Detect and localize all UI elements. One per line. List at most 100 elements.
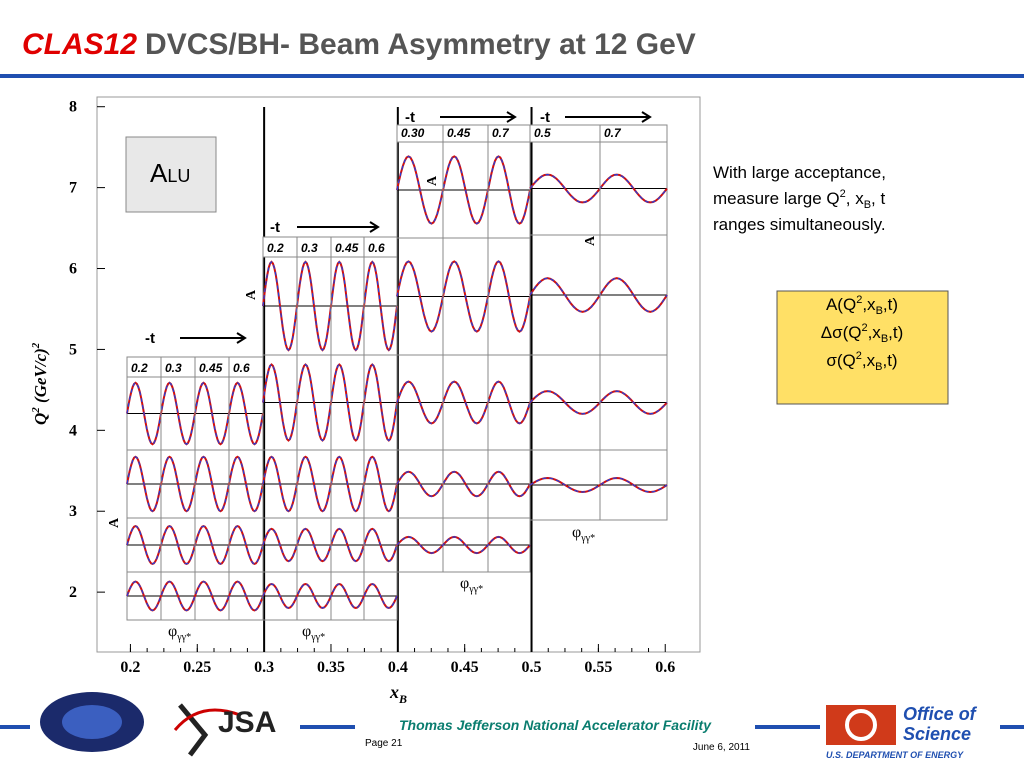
asym-model bbox=[126, 382, 264, 445]
asym-model bbox=[262, 363, 398, 442]
y-tick-label: 4 bbox=[69, 422, 77, 439]
t-arrow bbox=[440, 111, 517, 123]
jsa-mark bbox=[178, 703, 209, 757]
asym-label: A bbox=[244, 289, 259, 300]
phi-sub: γγ* bbox=[580, 533, 595, 544]
slide-title: CLAS12 DVCS/BH- Beam Asymmetry at 12 GeV bbox=[22, 28, 696, 61]
formula-part: ,x bbox=[862, 295, 876, 314]
alu-label: ALU bbox=[150, 158, 190, 188]
note-part: measure large Q bbox=[713, 189, 840, 208]
title-rule bbox=[0, 74, 1024, 78]
note-line: measure large Q2, xB, t bbox=[713, 188, 885, 211]
title-text: DVCS/BH- Beam Asymmetry at 12 GeV bbox=[145, 28, 696, 61]
note-part: , x bbox=[846, 189, 864, 208]
t-bin-label: 0.6 bbox=[368, 241, 385, 255]
phi-label: φγγ* bbox=[302, 623, 325, 643]
formula-part: ,t) bbox=[888, 323, 903, 342]
asym-model bbox=[262, 583, 398, 609]
t-bin-label: 0.45 bbox=[335, 241, 359, 255]
t-bin-label: 0.6 bbox=[233, 361, 250, 375]
phi-main: φ bbox=[460, 575, 469, 592]
phi-label: φγγ* bbox=[572, 524, 595, 544]
y-tick-label: 6 bbox=[69, 261, 77, 278]
x-tick-label: 0.5 bbox=[522, 659, 542, 676]
t-label: -t bbox=[540, 109, 550, 126]
asym-model bbox=[529, 477, 668, 493]
formula-sup: 2 bbox=[856, 350, 862, 362]
y-tick-label: 5 bbox=[69, 341, 77, 358]
title-highlight: CLAS12 bbox=[22, 28, 137, 61]
phi-main: φ bbox=[168, 623, 177, 640]
footer-rule bbox=[755, 725, 820, 729]
formula-box bbox=[776, 290, 949, 405]
asym-model bbox=[396, 260, 531, 333]
y-tick-label: 2 bbox=[69, 584, 77, 601]
x-tick-label: 0.25 bbox=[183, 659, 211, 676]
t-bin-label: 0.45 bbox=[199, 361, 223, 375]
t-arrow bbox=[297, 221, 380, 233]
t-bin-label: 0.7 bbox=[604, 126, 622, 140]
t-bin-label: 0.3 bbox=[301, 241, 318, 255]
y-axis-title-unit: (GeV/c) bbox=[31, 348, 50, 407]
x-axis-title-sub: B bbox=[398, 692, 407, 706]
y-axis-title-sup: 2 bbox=[30, 342, 42, 349]
x-tick-label: 0.2 bbox=[120, 659, 140, 676]
note: With large acceptance, measure large Q2,… bbox=[713, 163, 886, 234]
x-tick-label: 0.55 bbox=[584, 659, 612, 676]
formula-part: ,t) bbox=[883, 295, 898, 314]
formula-sub: B bbox=[876, 305, 883, 317]
x-tick-label: 0.6 bbox=[655, 659, 675, 676]
phi-label: φγγ* bbox=[460, 575, 483, 595]
t-bin-label: 0.7 bbox=[492, 126, 510, 140]
t-bin-label: 0.2 bbox=[131, 361, 148, 375]
phi-main: φ bbox=[572, 524, 581, 541]
t-label: -t bbox=[145, 330, 155, 347]
footer: JSA Thomas Jefferson National Accelerato… bbox=[0, 692, 1024, 760]
note-sub: B bbox=[864, 199, 871, 211]
formula-part: ,x bbox=[868, 323, 882, 342]
np-logo-inner bbox=[62, 705, 122, 739]
asym-model bbox=[396, 155, 531, 225]
jsa-text: JSA bbox=[218, 706, 276, 739]
footer-rule bbox=[1000, 725, 1024, 729]
x-tick-label: 0.3 bbox=[254, 659, 274, 676]
footer-rule bbox=[300, 725, 355, 729]
x-tick-label: 0.35 bbox=[317, 659, 345, 676]
formula-part: ,t) bbox=[882, 351, 897, 370]
formula-sup: 2 bbox=[861, 322, 867, 334]
y-tick-label: 7 bbox=[69, 180, 77, 197]
formula-part: ,x bbox=[862, 351, 876, 370]
y-axis-title: Q2 (GeV/c)2 bbox=[30, 342, 50, 425]
asym-label: A bbox=[583, 235, 598, 246]
asym-label: A bbox=[425, 175, 440, 186]
t-bin-label: 0.3 bbox=[165, 361, 182, 375]
y-tick-label: 3 bbox=[69, 503, 77, 520]
x-tick-label: 0.45 bbox=[451, 659, 479, 676]
phi-sub: γγ* bbox=[468, 584, 483, 595]
formula-part: σ(Q bbox=[826, 351, 855, 370]
t-bin-label: 0.45 bbox=[447, 126, 471, 140]
formula-part: Δσ(Q bbox=[821, 323, 862, 342]
y-tick-label: 8 bbox=[69, 99, 77, 116]
asym-model bbox=[126, 580, 264, 612]
alu-box bbox=[125, 136, 217, 213]
doe-text: U.S. DEPARTMENT OF ENERGY bbox=[826, 750, 964, 760]
footer-rule bbox=[0, 725, 30, 729]
asym-model bbox=[396, 471, 531, 497]
formula-line: A(Q2,xB,t) bbox=[826, 294, 898, 317]
t-bin-label: 0.30 bbox=[401, 126, 425, 140]
jsa-swoosh bbox=[173, 708, 241, 731]
asym-label: A bbox=[107, 517, 122, 528]
t-bin-label: 0.5 bbox=[534, 126, 551, 140]
phi-sub: γγ* bbox=[310, 632, 325, 643]
formula-sub: B bbox=[875, 361, 882, 373]
asym-model bbox=[396, 536, 531, 554]
t-arrow bbox=[180, 332, 247, 344]
phi-label: φγγ* bbox=[168, 623, 191, 643]
formula-line: Δσ(Q2,xB,t) bbox=[821, 322, 904, 345]
formula-sup: 2 bbox=[856, 294, 862, 306]
t-bin-label: 0.2 bbox=[267, 241, 284, 255]
doe-logo-ring bbox=[845, 709, 877, 741]
